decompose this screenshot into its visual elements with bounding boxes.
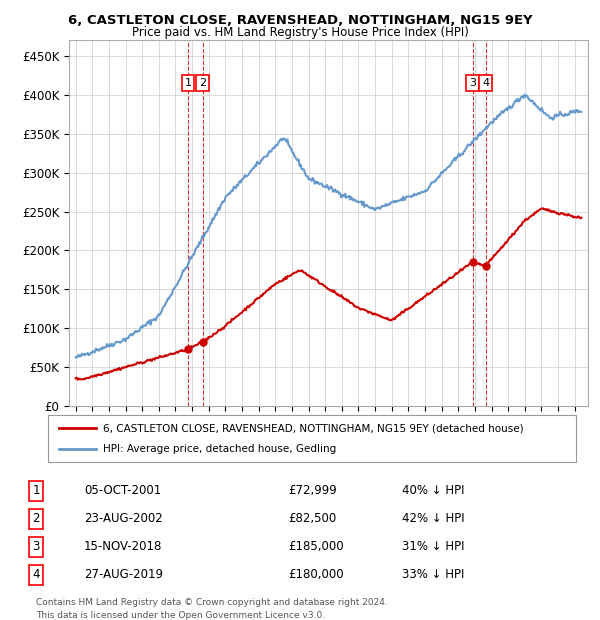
Text: 2: 2: [32, 513, 40, 525]
Text: £82,500: £82,500: [288, 513, 336, 525]
Text: 31% ↓ HPI: 31% ↓ HPI: [402, 541, 464, 554]
Text: Price paid vs. HM Land Registry's House Price Index (HPI): Price paid vs. HM Land Registry's House …: [131, 26, 469, 39]
Text: 42% ↓ HPI: 42% ↓ HPI: [402, 513, 464, 525]
Text: 05-OCT-2001: 05-OCT-2001: [84, 484, 161, 497]
Text: 4: 4: [32, 569, 40, 582]
Text: 23-AUG-2002: 23-AUG-2002: [84, 513, 163, 525]
Text: 6, CASTLETON CLOSE, RAVENSHEAD, NOTTINGHAM, NG15 9EY: 6, CASTLETON CLOSE, RAVENSHEAD, NOTTINGH…: [68, 14, 532, 27]
Text: 3: 3: [32, 541, 40, 554]
Text: 40% ↓ HPI: 40% ↓ HPI: [402, 484, 464, 497]
Text: £185,000: £185,000: [288, 541, 344, 554]
Text: 2: 2: [199, 78, 206, 88]
Text: HPI: Average price, detached house, Gedling: HPI: Average price, detached house, Gedl…: [103, 444, 337, 454]
Text: Contains HM Land Registry data © Crown copyright and database right 2024.: Contains HM Land Registry data © Crown c…: [36, 598, 388, 608]
Text: £180,000: £180,000: [288, 569, 344, 582]
Text: 15-NOV-2018: 15-NOV-2018: [84, 541, 163, 554]
Text: 27-AUG-2019: 27-AUG-2019: [84, 569, 163, 582]
Text: 33% ↓ HPI: 33% ↓ HPI: [402, 569, 464, 582]
Text: 1: 1: [185, 78, 191, 88]
Text: 6, CASTLETON CLOSE, RAVENSHEAD, NOTTINGHAM, NG15 9EY (detached house): 6, CASTLETON CLOSE, RAVENSHEAD, NOTTINGH…: [103, 423, 524, 433]
Text: 4: 4: [482, 78, 489, 88]
Text: This data is licensed under the Open Government Licence v3.0.: This data is licensed under the Open Gov…: [36, 611, 325, 620]
Text: £72,999: £72,999: [288, 484, 337, 497]
Text: 1: 1: [32, 484, 40, 497]
Text: 3: 3: [469, 78, 476, 88]
FancyBboxPatch shape: [48, 415, 576, 462]
